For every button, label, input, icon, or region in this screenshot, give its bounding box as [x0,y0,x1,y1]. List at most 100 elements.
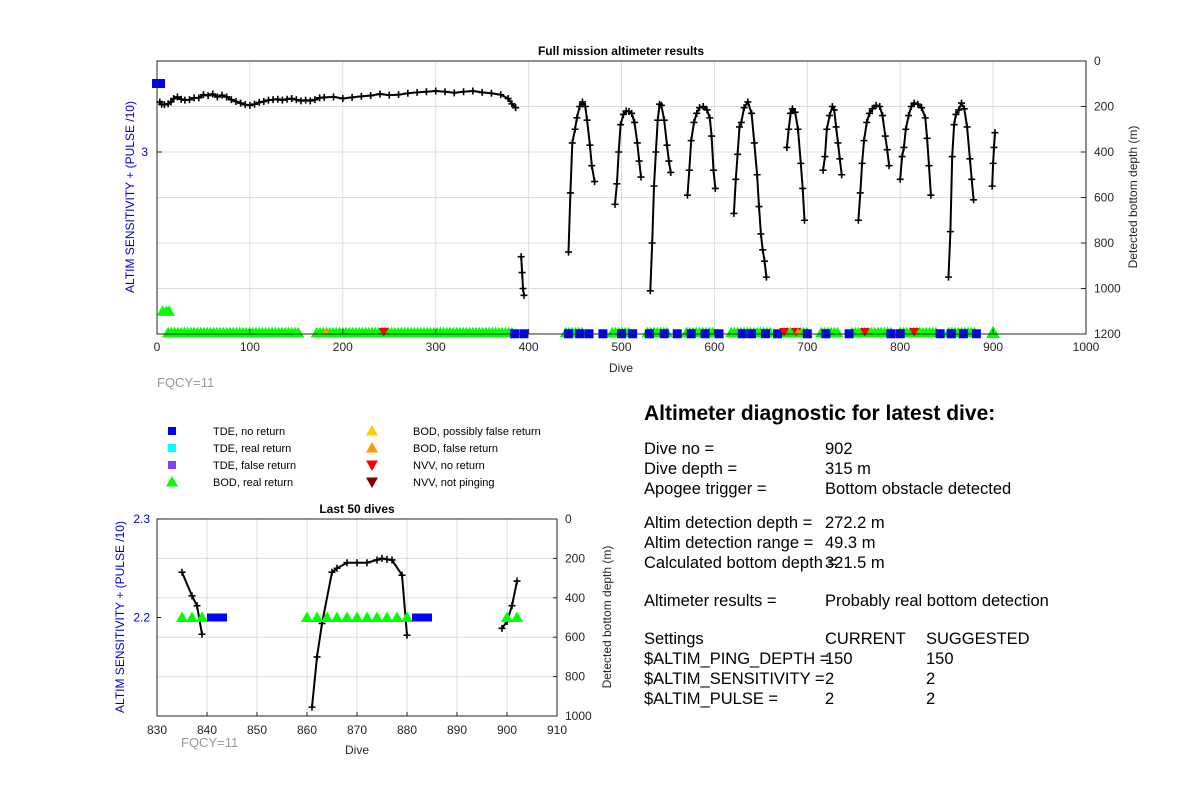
nvv-no-return-marker [779,328,790,337]
legend-label: NVV, not pinging [413,477,495,489]
x-tick-label: 900 [497,723,517,737]
depth-point [735,123,743,131]
legend-item: BOD, false return [366,442,498,455]
depth-point [838,171,846,179]
x-axis-label: Dive [345,743,369,757]
depth-point [963,123,971,131]
bod-real-marker [351,611,363,622]
legend-item: BOD, possibly false return [366,425,541,438]
depth-point [588,162,596,170]
value: 272.2 m [825,514,885,532]
depth-point [432,87,440,95]
label: Dive no = [644,440,715,458]
diag-row-detection-depth: Altim detection depth = 272.2 m [644,514,1104,534]
depth-point [615,148,623,156]
depth-point [683,191,691,199]
depth-point [586,141,594,149]
depth-point [868,105,876,113]
depth-point [311,96,319,104]
x-tick-label: 100 [240,340,260,354]
bod-real-marker [361,611,373,622]
tde-no-return-marker [152,79,165,88]
depth-point [613,180,621,188]
depth-point [232,97,240,105]
legend-swatch [168,427,176,435]
y-right-tick-label: 1200 [1094,327,1121,341]
value: Bottom obstacle detected [825,480,1012,498]
depth-point [762,273,770,281]
y-right-tick-label: 0 [565,512,572,526]
depth-point [757,230,765,238]
y-right-tick-label: 0 [1094,54,1101,68]
depth-point [573,114,581,122]
y-right-tick-label: 800 [565,670,585,684]
depth-point [836,155,844,163]
depth-point [787,109,795,117]
depth-point [376,90,384,98]
bod-real-marker [163,305,176,316]
bod-real-marker [371,611,383,622]
diagnostic-title: Altimeter diagnostic for latest dive: [644,402,996,425]
bod-real-marker [186,611,198,622]
depth-point [663,141,671,149]
tde-no-return-marker [412,613,422,622]
value: 49.3 m [825,534,876,552]
depth-point [395,91,403,99]
depth-point [826,112,834,120]
depth-point [952,110,960,118]
depth-point [441,88,449,96]
depth-point [879,112,887,120]
depth-point [343,559,351,567]
depth-point [251,100,259,108]
bod-real-marker [176,611,188,622]
depth-point [568,139,576,147]
depth-point [821,153,829,161]
bod-real-marker [381,611,393,622]
depth-point [696,104,704,112]
y-axis-left-label: ALTIM SENSITIVITY + (PULSE /10) [113,521,127,713]
y-axis-right-label: Detected bottom depth (m) [600,546,614,689]
depth-point [708,132,716,140]
depth-point [177,95,185,103]
depth-point [665,157,673,165]
full-mission-chart: 0 100 200 300 400 500 600 700 800 900 1000 0 200 400 6… [123,44,1140,390]
depth-point [699,103,707,110]
diag-row-apogee: Apogee trigger = Bottom obstacle detected [644,480,1104,500]
x-tick-label: 300 [426,340,446,354]
depth-point [660,116,668,124]
depth-point [866,109,874,117]
depth-point [832,123,840,131]
x-tick-label: 840 [197,723,217,737]
y-left-tick-label: 2.3 [133,512,150,526]
depth-point [633,139,641,147]
diagnostic-panel: Altimeter diagnostic for latest dive: Di… [644,402,1104,710]
depth-point [188,592,196,600]
bod-real-marker [331,611,343,622]
depth-point [872,101,880,109]
y-right-tick-label: 200 [565,551,585,565]
x-tick-label: 200 [333,340,353,354]
depth-point [378,554,386,562]
depth-point [385,91,393,99]
depth-point [223,93,231,101]
depth-point [799,184,807,192]
legend-item: TDE, false return [168,460,296,472]
depth-point [160,101,168,109]
diag-row-bottom-depth: Calculated bottom depth = 321.5 m [644,554,1104,574]
label: $ALTIM_PULSE = [644,690,779,708]
depth-point [950,121,958,129]
legend-swatch [366,477,378,488]
bod-real-marker [391,611,403,622]
depth-point [237,99,245,107]
label: Settings [644,630,704,648]
grid [157,519,557,716]
depth-point [900,143,908,151]
y-axis-right-label: Detected bottom depth (m) [1126,126,1140,269]
depth-point [646,287,654,295]
depth-point [923,134,931,142]
depth-point [566,189,574,197]
depth-point [955,106,963,114]
legend-swatch [168,461,176,469]
depth-point [330,93,338,101]
depth-point [858,159,866,167]
